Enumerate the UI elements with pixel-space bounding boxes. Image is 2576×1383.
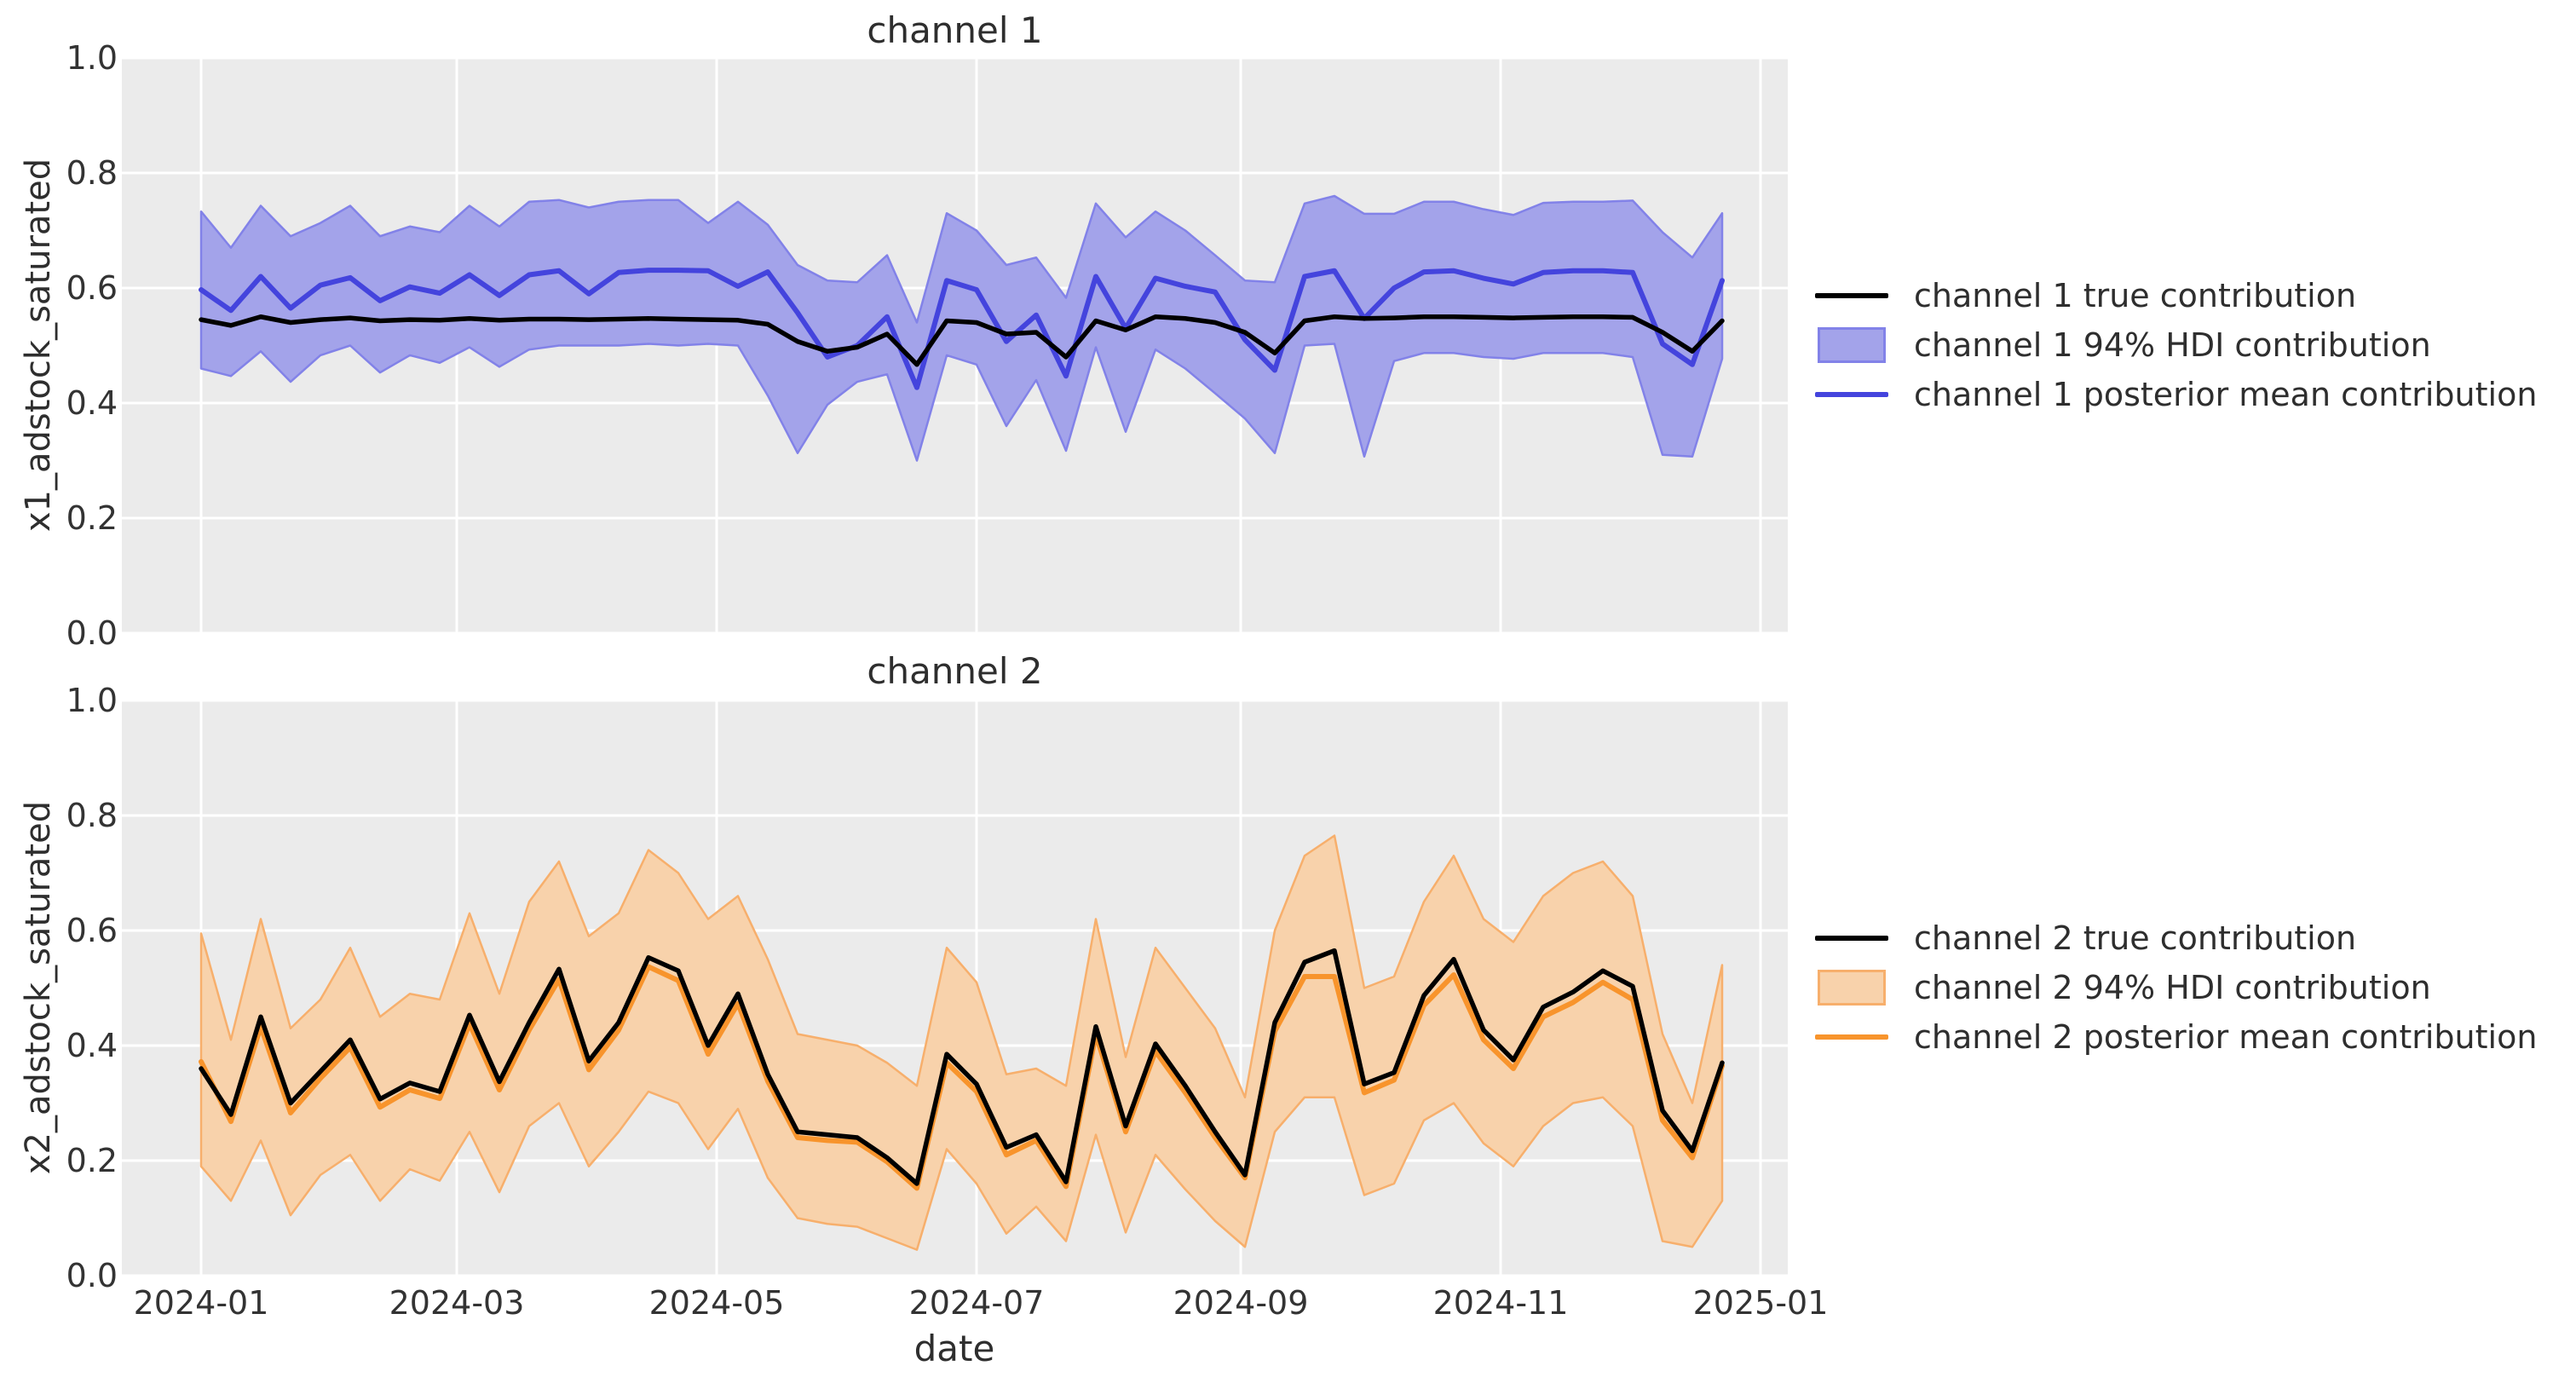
x-axis-label: date — [913, 1328, 995, 1369]
legend1-true-line-swatch — [1815, 293, 1888, 298]
chart1-ytick-0.2: 0.2 — [66, 499, 118, 537]
legend2-row-mean: channel 2 posterior mean contribution — [1815, 1012, 2537, 1062]
chart2-ytick-0.4: 0.4 — [66, 1027, 118, 1064]
chart1-ytick-0.8: 0.8 — [66, 154, 118, 192]
channel-2-plot-area — [122, 700, 1788, 1276]
chart1-title: channel 1 — [867, 9, 1043, 51]
legend1-hdi-box-swatch — [1815, 327, 1888, 363]
chart2-ytick-0.0: 0.0 — [66, 1257, 118, 1294]
legend2-row-true: channel 2 true contribution — [1815, 913, 2356, 963]
chart1-y-axis-label: x1_adstock_saturated — [19, 158, 58, 533]
legend1-row-hdi: channel 1 94% HDI contribution — [1815, 320, 2431, 370]
xtick-2024-07: 2024-07 — [908, 1284, 1045, 1322]
legend2-mean-line-swatch — [1815, 1034, 1888, 1040]
xtick-2024-01: 2024-01 — [133, 1284, 269, 1322]
channel-1-plot-area — [122, 58, 1788, 633]
chart2-ytick-0.2: 0.2 — [66, 1142, 118, 1179]
black-line-swatch-icon — [1815, 936, 1888, 941]
legend2-true-line-swatch — [1815, 936, 1888, 941]
blue-band-swatch-icon — [1818, 327, 1886, 363]
legend2-row-hdi: channel 2 94% HDI contribution — [1815, 963, 2431, 1012]
chart2-title: channel 2 — [867, 650, 1043, 692]
chart1-ytick-0.0: 0.0 — [66, 614, 118, 652]
xtick-2024-05: 2024-05 — [648, 1284, 785, 1322]
legend1-mean-label: channel 1 posterior mean contribution — [1914, 376, 2538, 413]
xtick-2024-09: 2024-09 — [1173, 1284, 1309, 1322]
chart2-y-axis-label: x2_adstock_saturated — [19, 800, 58, 1175]
legend1-row-mean: channel 1 posterior mean contribution — [1815, 370, 2537, 419]
orange-line-swatch-icon — [1815, 1034, 1888, 1040]
xtick-2025-01: 2025-01 — [1692, 1284, 1829, 1322]
chart1-ytick-1.0: 1.0 — [66, 39, 118, 77]
chart2-ytick-1.0: 1.0 — [66, 682, 118, 719]
xtick-2024-03: 2024-03 — [389, 1284, 525, 1322]
legend2-hdi-label: channel 2 94% HDI contribution — [1914, 969, 2431, 1006]
legend2-true-label: channel 2 true contribution — [1914, 919, 2357, 957]
legend1-mean-line-swatch — [1815, 392, 1888, 397]
xtick-2024-11: 2024-11 — [1432, 1284, 1569, 1322]
legend1-row-true: channel 1 true contribution — [1815, 271, 2356, 320]
chart1-ytick-0.6: 0.6 — [66, 269, 118, 307]
orange-band-swatch-icon — [1818, 970, 1886, 1006]
black-line-swatch-icon — [1815, 293, 1888, 298]
chart2-ytick-0.6: 0.6 — [66, 912, 118, 949]
chart2-ytick-0.8: 0.8 — [66, 797, 118, 834]
blue-line-swatch-icon — [1815, 392, 1888, 397]
chart1-ytick-0.4: 0.4 — [66, 384, 118, 422]
legend2-hdi-box-swatch — [1815, 970, 1888, 1006]
legend1-true-label: channel 1 true contribution — [1914, 277, 2357, 314]
legend2-mean-label: channel 2 posterior mean contribution — [1914, 1018, 2538, 1056]
legend1-hdi-label: channel 1 94% HDI contribution — [1914, 326, 2431, 364]
